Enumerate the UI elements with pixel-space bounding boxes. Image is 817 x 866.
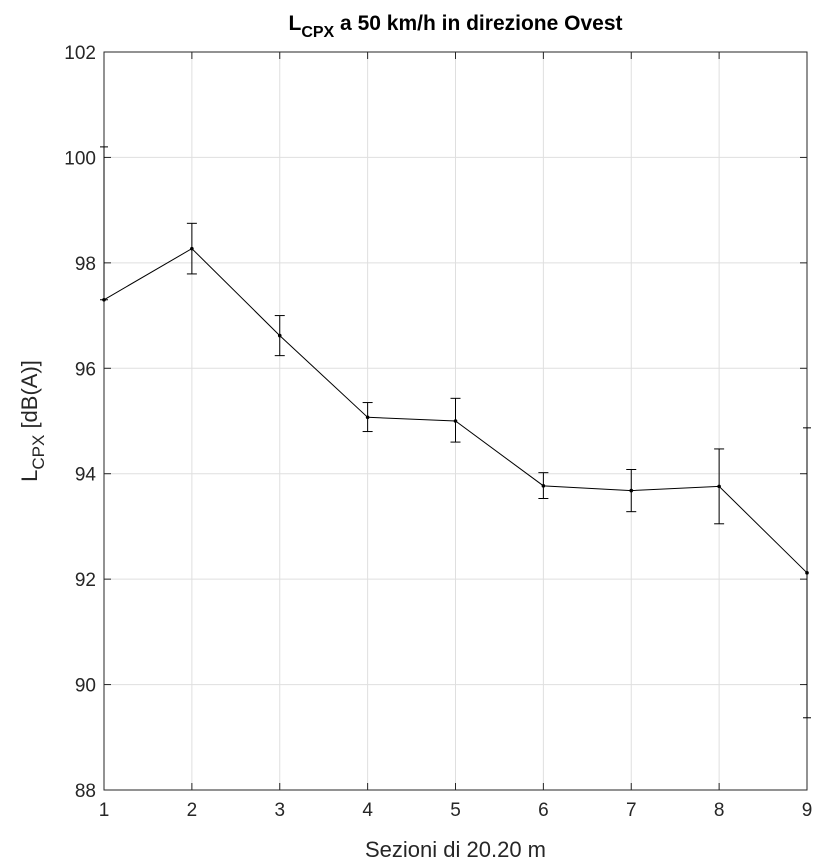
chart-title: LCPX a 50 km/h in direzione Ovest bbox=[288, 12, 622, 41]
data-point bbox=[102, 297, 106, 302]
y-tick-label: 102 bbox=[64, 43, 96, 64]
y-tick-label: 90 bbox=[75, 676, 96, 697]
data-point bbox=[277, 333, 282, 338]
data-point bbox=[190, 246, 194, 251]
title-main: L bbox=[288, 12, 301, 35]
y-tick-label: 98 bbox=[75, 254, 96, 275]
x-tick-label: 3 bbox=[274, 800, 285, 821]
x-tick-label: 6 bbox=[538, 800, 549, 821]
x-tick-label: 9 bbox=[802, 800, 813, 821]
y-tick-label: 94 bbox=[75, 465, 97, 486]
x-tick-label: 4 bbox=[362, 800, 373, 821]
data-point bbox=[365, 415, 370, 420]
x-tick-label: 1 bbox=[99, 800, 110, 821]
data-point bbox=[717, 484, 721, 489]
y-tick-label: 100 bbox=[64, 148, 96, 169]
y-axis-label: LCPX [dB(A)] bbox=[17, 360, 48, 482]
error-bar bbox=[100, 146, 108, 301]
ylabel-main: L bbox=[17, 470, 42, 482]
y-tick-label: 88 bbox=[75, 781, 96, 802]
data-point bbox=[453, 419, 458, 423]
x-tick-label: 8 bbox=[714, 800, 725, 821]
x-tick-label: 7 bbox=[626, 800, 637, 821]
title-rest: a 50 km/h in direzione Ovest bbox=[334, 12, 622, 35]
title-subscript: CPX bbox=[301, 24, 334, 41]
ylabel-rest: [dB(A)] bbox=[17, 360, 42, 435]
series-layer bbox=[100, 146, 811, 719]
y-tick-label: 92 bbox=[75, 570, 96, 591]
x-tick-label: 5 bbox=[450, 800, 461, 821]
data-point bbox=[805, 571, 809, 575]
x-axis-label: Sezioni di 20.20 m bbox=[365, 837, 546, 862]
data-point bbox=[629, 488, 634, 493]
ylabel-subscript: CPX bbox=[29, 435, 48, 470]
x-tick-label: 2 bbox=[187, 800, 198, 821]
data-point bbox=[541, 484, 546, 488]
axis-ticks: 1 2 3 4 5 6 7 8 9 88 90 92 94 96 98 100 102 bbox=[64, 43, 812, 821]
y-tick-label: 96 bbox=[75, 359, 96, 380]
